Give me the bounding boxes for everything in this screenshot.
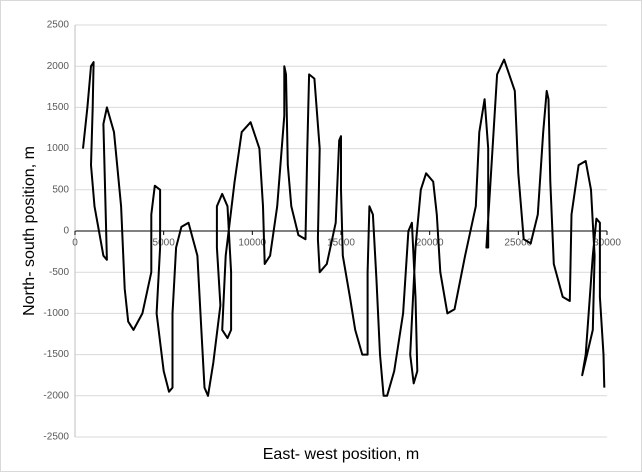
y-tick-label: 1500 [47,102,70,113]
y-tick-label: 2000 [47,61,70,72]
x-tick-label: 25000 [504,238,532,249]
x-tick-label: 30000 [593,238,621,249]
y-tick-label: -1000 [43,308,69,319]
x-tick-label: 0 [72,238,78,249]
x-tick-label: 5000 [153,238,176,249]
x-tick-label: 15000 [327,238,355,249]
y-tick-label: -2000 [43,390,69,401]
y-axis-title: North- south position, m [21,146,38,316]
x-axis-title: East- west position, m [263,446,420,463]
y-tick-label: 0 [63,226,69,237]
y-tick-label: -1500 [43,349,69,360]
y-tick-label: 2500 [47,20,70,31]
y-tick-label: 1000 [47,143,70,154]
trajectory-line [82,58,606,397]
x-tick-label: 20000 [416,238,444,249]
y-tick-label: -500 [49,267,69,278]
y-tick-label: 500 [52,184,69,195]
y-tick-label: -2500 [43,432,69,443]
x-tick-label: 10000 [238,238,266,249]
